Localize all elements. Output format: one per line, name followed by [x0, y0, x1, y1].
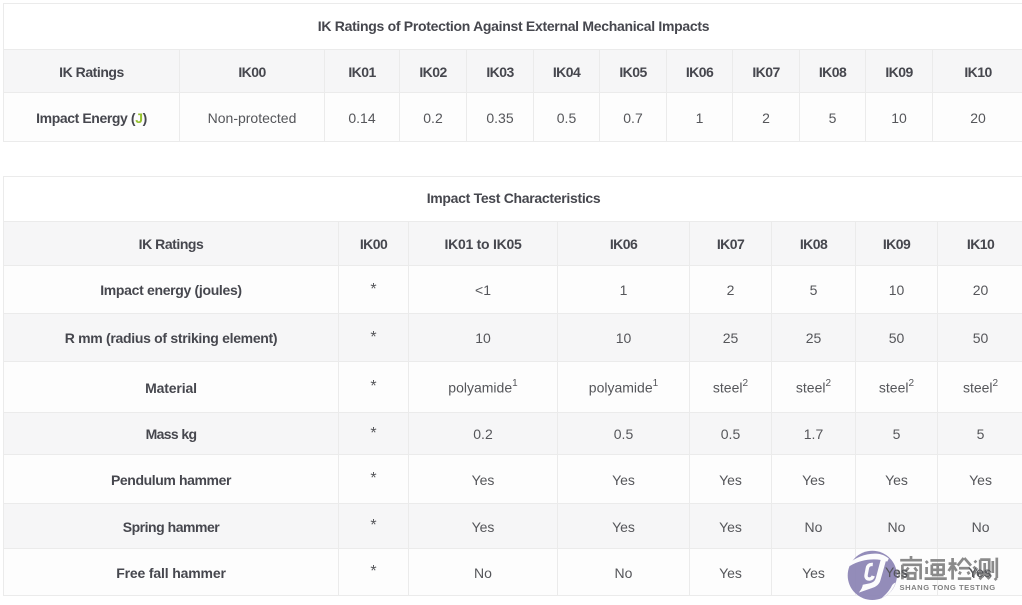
- svg-text:SHANG TONG TESTING: SHANG TONG TESTING: [900, 583, 996, 592]
